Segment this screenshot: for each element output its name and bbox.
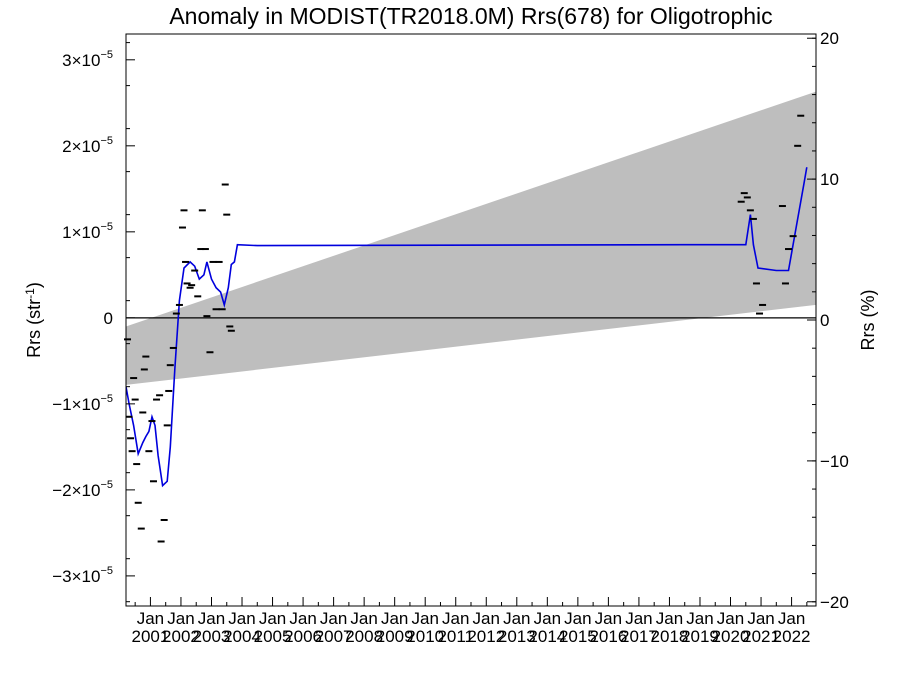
x-tick-year: 2010 bbox=[406, 627, 444, 646]
x-tick-month: Jan bbox=[595, 609, 622, 628]
y2-tick-label: 0 bbox=[820, 311, 829, 330]
x-tick-month: Jan bbox=[747, 609, 774, 628]
x-tick-year: 2015 bbox=[559, 627, 597, 646]
y-tick-label: 2×10−5 bbox=[62, 135, 113, 156]
y-axis-label: Rrs (str-1) bbox=[23, 282, 44, 358]
y-tick-label: 1×10−5 bbox=[62, 221, 113, 242]
x-tick-year: 2022 bbox=[773, 627, 811, 646]
x-tick-month: Jan bbox=[381, 609, 408, 628]
x-tick-month: Jan bbox=[198, 609, 225, 628]
data-points bbox=[124, 114, 805, 543]
x-tick-month: Jan bbox=[686, 609, 713, 628]
y-tick-label: 0 bbox=[104, 309, 113, 328]
y2-tick-label: 20 bbox=[820, 29, 839, 48]
x-tick-year: 2005 bbox=[254, 627, 292, 646]
x-tick-month: Jan bbox=[656, 609, 683, 628]
x-tick-month: Jan bbox=[137, 609, 164, 628]
y2-tick-label: 10 bbox=[820, 170, 839, 189]
x-tick-month: Jan bbox=[625, 609, 652, 628]
x-tick-year: 2012 bbox=[467, 627, 505, 646]
x-tick-month: Jan bbox=[289, 609, 316, 628]
x-tick-year: 2017 bbox=[620, 627, 658, 646]
uncertainty-band bbox=[126, 91, 816, 385]
y-tick-label: 3×10−5 bbox=[62, 49, 113, 70]
x-tick-year: 2006 bbox=[284, 627, 322, 646]
x-tick-month: Jan bbox=[411, 609, 438, 628]
plot-area bbox=[126, 91, 816, 488]
x-tick-year: 2013 bbox=[498, 627, 536, 646]
x-tick-month: Jan bbox=[717, 609, 744, 628]
x-tick-month: Jan bbox=[778, 609, 805, 628]
x-tick-year: 2003 bbox=[193, 627, 231, 646]
x-tick-month: Jan bbox=[320, 609, 347, 628]
y-tick-label: −2×10−5 bbox=[52, 479, 113, 500]
x-tick-year: 2002 bbox=[162, 627, 200, 646]
x-tick-year: 2019 bbox=[681, 627, 719, 646]
y2-tick-label: −10 bbox=[820, 452, 849, 471]
x-tick-year: 2008 bbox=[345, 627, 383, 646]
x-tick-year: 2011 bbox=[437, 627, 474, 646]
x-tick-year: 2009 bbox=[376, 627, 414, 646]
x-tick-month: Jan bbox=[259, 609, 286, 628]
chart-title: Anomaly in MODIST(TR2018.0M) Rrs(678) fo… bbox=[169, 3, 772, 29]
y-tick-label: −1×10−5 bbox=[52, 393, 113, 414]
x-tick-month: Jan bbox=[442, 609, 469, 628]
x-axis: Jan2001Jan2002Jan2003Jan2004Jan2005Jan20… bbox=[132, 597, 811, 646]
x-tick-month: Jan bbox=[473, 609, 500, 628]
x-tick-year: 2020 bbox=[712, 627, 750, 646]
y2-tick-label: −20 bbox=[820, 593, 849, 612]
x-tick-month: Jan bbox=[167, 609, 194, 628]
x-tick-year: 2014 bbox=[528, 627, 566, 646]
x-tick-year: 2021 bbox=[742, 627, 780, 646]
y-axis-left: 3×10−5 2×10−5 1×10−5 0 −1×10−5 −2×10−5 −3×10−5 bbox=[52, 42, 135, 603]
x-tick-month: Jan bbox=[564, 609, 591, 628]
x-tick-month: Jan bbox=[534, 609, 561, 628]
x-tick-year: 2004 bbox=[223, 627, 261, 646]
y-axis-right: 20 10 0 −10 −20 bbox=[807, 29, 849, 612]
x-tick-month: Jan bbox=[228, 609, 255, 628]
x-tick-year: 2007 bbox=[315, 627, 353, 646]
y2-axis-label: Rrs (%) bbox=[858, 290, 878, 351]
x-tick-year: 2001 bbox=[132, 627, 170, 646]
x-tick-year: 2018 bbox=[651, 627, 689, 646]
series-line-0 bbox=[126, 167, 808, 488]
x-tick-month: Jan bbox=[503, 609, 530, 628]
x-tick-year: 2016 bbox=[589, 627, 627, 646]
y-tick-label: −3×10−5 bbox=[52, 565, 113, 586]
x-tick-month: Jan bbox=[350, 609, 377, 628]
